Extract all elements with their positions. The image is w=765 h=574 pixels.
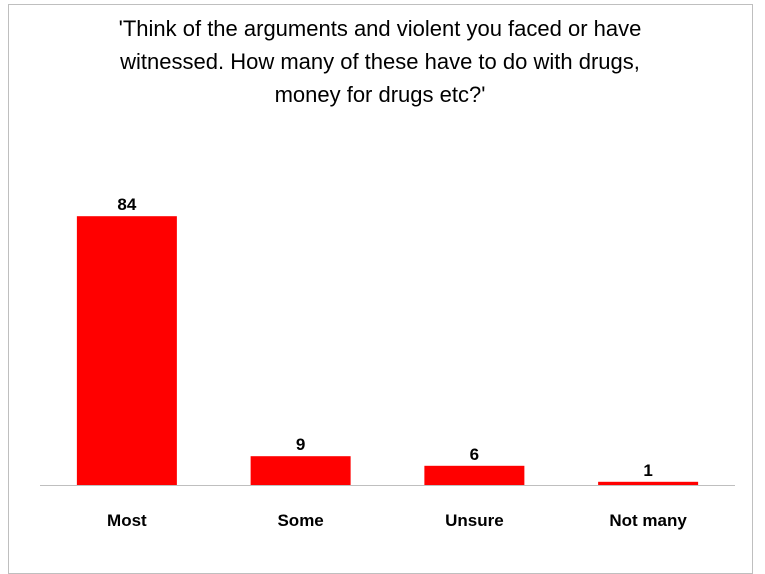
value-label-most: 84	[117, 195, 136, 214]
category-label-unsure: Unsure	[445, 511, 504, 530]
bar-unsure	[424, 465, 525, 485]
value-label-unsure: 6	[470, 445, 479, 464]
bar-chart: 84 9 6 1 Most Some Unsure Not many	[40, 195, 735, 530]
bar-some	[250, 456, 351, 485]
category-label-some: Some	[277, 511, 323, 530]
category-labels-layer: Most Some Unsure Not many	[107, 511, 687, 530]
value-label-some: 9	[296, 435, 305, 454]
category-label-not-many: Not many	[609, 511, 687, 530]
bar-not-many	[598, 481, 699, 485]
value-label-not-many: 1	[643, 461, 652, 480]
chart-title: 'Think of the arguments and violent you …	[118, 16, 642, 107]
bars-layer	[76, 216, 699, 485]
category-label-most: Most	[107, 511, 147, 530]
value-labels-layer: 84 9 6 1	[117, 195, 652, 480]
bar-most	[76, 216, 177, 485]
